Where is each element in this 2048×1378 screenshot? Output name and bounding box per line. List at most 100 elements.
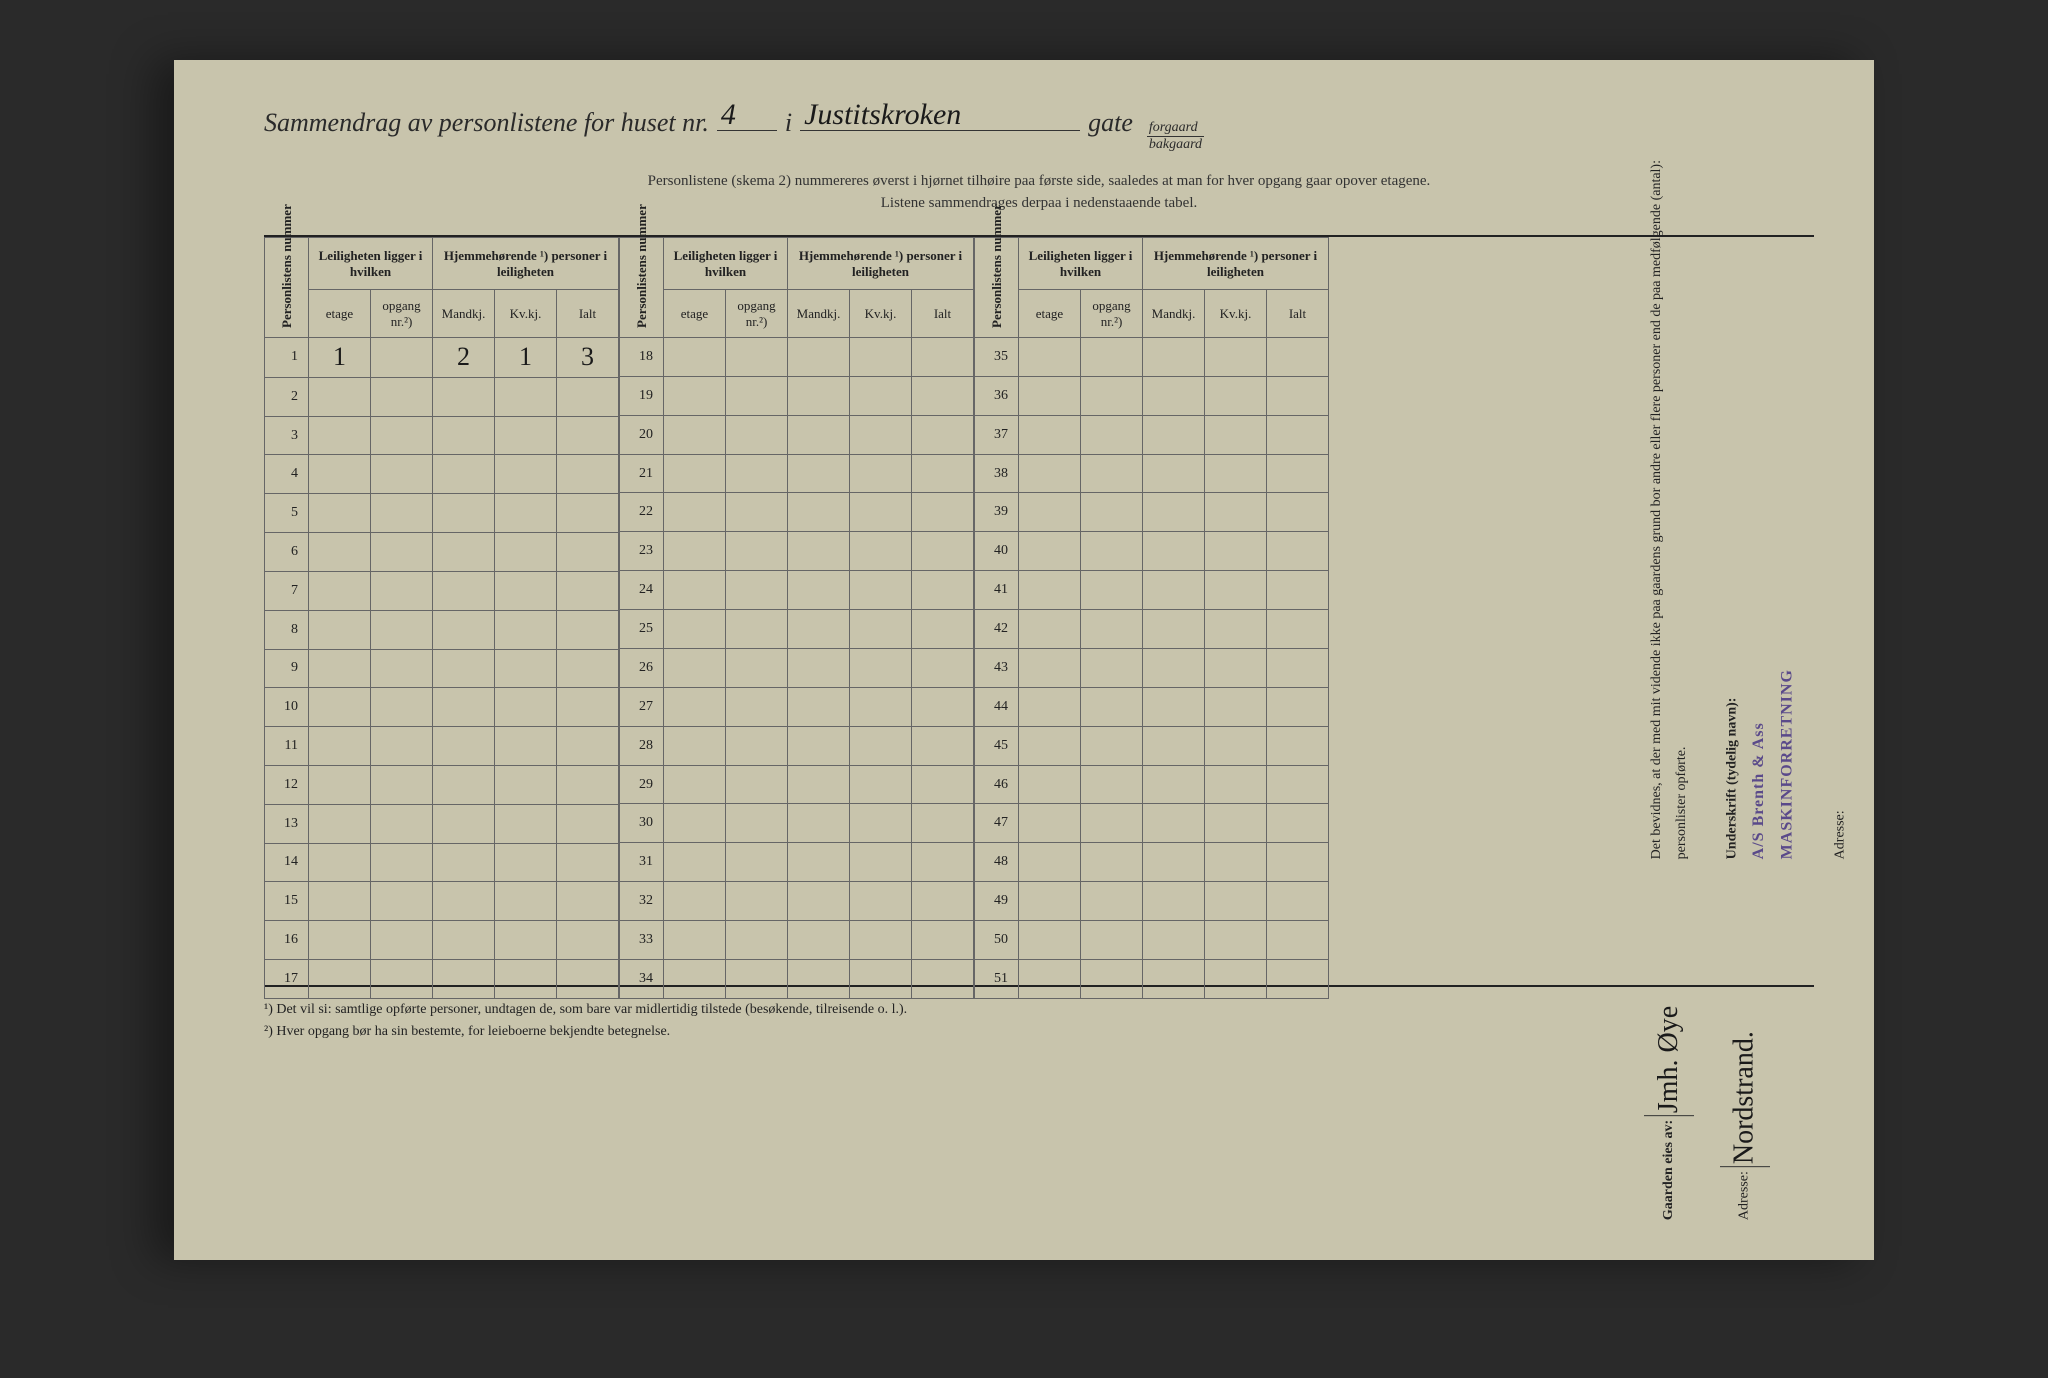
col-nummer: Personlistens nummer: [265, 237, 309, 337]
cell-ialt: [557, 455, 619, 494]
cell-ialt: [912, 687, 974, 726]
cell-kvkj: [495, 649, 557, 688]
cell-kvkj: [850, 493, 912, 532]
cell-etage: [1019, 648, 1081, 687]
cell-opgang: [726, 959, 788, 998]
census-table-section-3: Personlistens nummerLeiligheten ligger i…: [974, 237, 1329, 999]
table-row: 35: [975, 337, 1329, 376]
cell-mandkj: [1143, 921, 1205, 960]
cell-ialt: [557, 921, 619, 960]
cell-ialt: [912, 454, 974, 493]
row-number: 31: [620, 843, 664, 882]
col-etage: etage: [309, 290, 371, 338]
row-number: 36: [975, 376, 1019, 415]
row-number: 34: [620, 959, 664, 998]
census-table-section-2: Personlistens nummerLeiligheten ligger i…: [619, 237, 974, 999]
table-row: 33: [620, 921, 974, 960]
row-number: 8: [265, 610, 309, 649]
cell-kvkj: [850, 882, 912, 921]
table-row: 49: [975, 882, 1329, 921]
cell-mandkj: [788, 687, 850, 726]
cell-opgang: [371, 960, 433, 999]
row-number: 28: [620, 726, 664, 765]
footnote-2: ²) Hver opgang bør ha sin bestemte, for …: [264, 1021, 1814, 1043]
table-row: 40: [975, 532, 1329, 571]
cell-ialt: [1267, 804, 1329, 843]
footnotes: ¹) Det vil si: samtlige opførte personer…: [264, 999, 1814, 1044]
cell-etage: [1019, 337, 1081, 376]
table-row: 18: [620, 337, 974, 376]
cell-etage: [309, 455, 371, 494]
cell-mandkj: [788, 415, 850, 454]
table-row: 14: [265, 843, 619, 882]
cell-opgang: [726, 882, 788, 921]
cell-opgang: [371, 843, 433, 882]
cell-mandkj: [1143, 959, 1205, 998]
col-etage: etage: [664, 290, 726, 338]
cell-ialt: [1267, 571, 1329, 610]
cell-opgang: [1081, 337, 1143, 376]
cell-opgang: [726, 648, 788, 687]
cell-mandkj: [433, 455, 495, 494]
row-number: 5: [265, 494, 309, 533]
cell-kvkj: [850, 571, 912, 610]
right-sidebar: Det bevidnes, at der med mit vidende ikk…: [1644, 160, 1844, 1220]
cell-opgang: [726, 921, 788, 960]
row-number: 37: [975, 415, 1019, 454]
cell-mandkj: [788, 921, 850, 960]
row-number: 23: [620, 532, 664, 571]
cell-etage: [309, 843, 371, 882]
cell-mandkj: [1143, 804, 1205, 843]
group-leilighet: Leiligheten ligger i hvilken: [309, 237, 433, 289]
cell-ialt: [557, 610, 619, 649]
cell-etage: [1019, 454, 1081, 493]
cell-kvkj: [1205, 687, 1267, 726]
row-number: 24: [620, 571, 664, 610]
table-row: 7: [265, 571, 619, 610]
cell-ialt: [557, 649, 619, 688]
cell-ialt: [1267, 726, 1329, 765]
cell-etage: [664, 454, 726, 493]
cell-etage: [664, 921, 726, 960]
cell-ialt: [1267, 376, 1329, 415]
cell-ialt: [557, 571, 619, 610]
cell-etage: [664, 882, 726, 921]
cell-mandkj: [433, 960, 495, 999]
forgaard-label: forgaard: [1147, 120, 1204, 136]
cell-mandkj: [788, 959, 850, 998]
table-row: 24: [620, 571, 974, 610]
cell-ialt: [1267, 493, 1329, 532]
group-leilighet: Leiligheten ligger i hvilken: [664, 237, 788, 289]
table-row: 2: [265, 377, 619, 416]
title-prefix: Sammendrag av personlistene for huset nr…: [264, 108, 709, 138]
cell-kvkj: [495, 727, 557, 766]
attestation-block: Det bevidnes, at der med mit vidende ikk…: [1644, 160, 1844, 859]
page-title: Sammendrag av personlistene for huset nr…: [264, 100, 1814, 152]
cell-opgang: [726, 687, 788, 726]
cell-mandkj: 2: [433, 337, 495, 377]
cell-ialt: [1267, 610, 1329, 649]
cell-etage: [664, 610, 726, 649]
table-row: 31: [620, 843, 974, 882]
cell-opgang: [726, 804, 788, 843]
cell-mandkj: [433, 804, 495, 843]
group-personer: Hjemmehørende ¹) personer i leiligheten: [433, 237, 619, 289]
cell-kvkj: [850, 843, 912, 882]
cell-kvkj: [1205, 571, 1267, 610]
cell-etage: [664, 765, 726, 804]
cell-kvkj: [495, 533, 557, 572]
row-number: 45: [975, 726, 1019, 765]
cell-ialt: [912, 765, 974, 804]
row-number: 19: [620, 376, 664, 415]
cell-etage: [309, 610, 371, 649]
cell-opgang: [726, 726, 788, 765]
cell-kvkj: [1205, 882, 1267, 921]
cell-opgang: [371, 727, 433, 766]
cell-kvkj: [850, 454, 912, 493]
row-number: 43: [975, 648, 1019, 687]
cell-kvkj: [495, 610, 557, 649]
table-row: 48: [975, 843, 1329, 882]
cell-opgang: [371, 882, 433, 921]
cell-etage: [309, 765, 371, 804]
footnote-1: ¹) Det vil si: samtlige opførte personer…: [264, 999, 1814, 1021]
